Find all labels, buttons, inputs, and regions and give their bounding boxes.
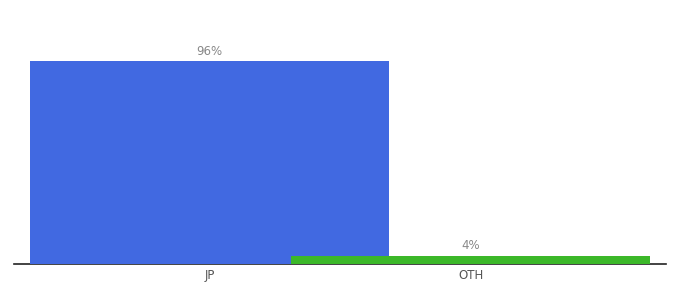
- Bar: [291, 256, 650, 264]
- Bar: [30, 61, 389, 264]
- Text: 4%: 4%: [461, 239, 480, 252]
- Text: 96%: 96%: [197, 45, 222, 58]
